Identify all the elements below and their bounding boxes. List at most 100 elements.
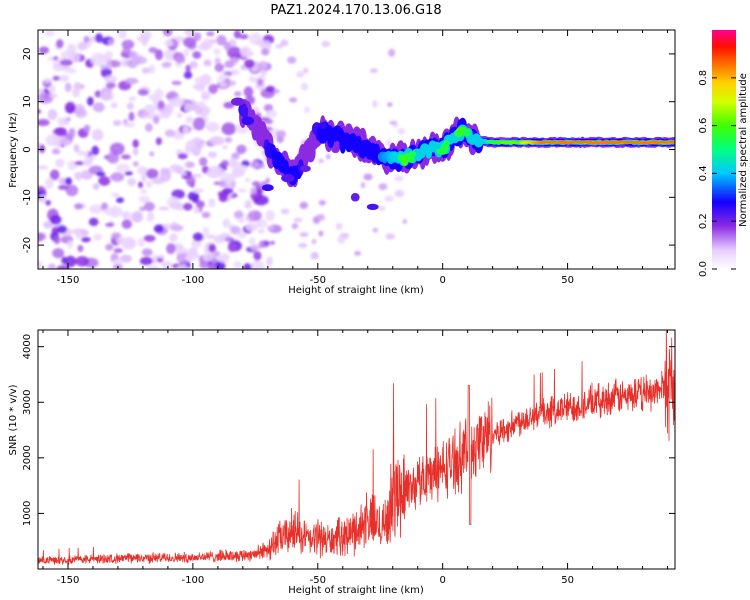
noise-blob <box>335 222 343 231</box>
noise-blob <box>59 74 70 82</box>
noise-blob <box>230 226 241 235</box>
noise-blob <box>139 206 146 212</box>
noise-blob <box>200 73 212 86</box>
noise-blob <box>220 160 230 167</box>
noise-blob <box>280 39 289 47</box>
noise-blob <box>142 114 153 119</box>
noise-blob <box>105 243 114 251</box>
noise-blob <box>155 137 163 146</box>
noise-blob <box>49 93 58 98</box>
noise-blob <box>197 101 206 109</box>
noise-blob <box>182 202 193 211</box>
noise-blob <box>51 148 61 155</box>
noise-blob <box>249 187 257 195</box>
noise-blob <box>145 181 153 188</box>
noise-blob <box>243 86 254 98</box>
noise-blob <box>75 230 83 240</box>
noise-blob <box>116 197 124 204</box>
noise-blob <box>196 141 205 149</box>
colorbar-gradient <box>712 30 736 269</box>
noise-blob <box>92 183 100 190</box>
noise-blob <box>316 213 325 221</box>
noise-blob <box>372 227 379 233</box>
snr-x-tick-label: 50 <box>561 575 574 586</box>
noise-blob <box>251 181 261 187</box>
noise-blob <box>237 231 247 239</box>
noise-blob <box>265 209 275 222</box>
noise-blob <box>138 195 151 204</box>
snr-x-tick-label: -150 <box>57 575 80 586</box>
noise-blob <box>299 232 309 237</box>
noise-blob <box>148 64 156 75</box>
noise-blob <box>257 229 265 234</box>
noise-blob <box>202 227 210 235</box>
noise-blob <box>91 145 100 156</box>
noise-blob <box>141 248 153 257</box>
noise-blob <box>141 172 147 183</box>
noise-blob <box>147 211 155 220</box>
noise-blob <box>238 33 249 40</box>
noise-blob <box>194 76 203 84</box>
noise-blob <box>188 247 198 254</box>
noise-blob <box>384 195 394 202</box>
noise-blob <box>193 32 202 41</box>
noise-blob <box>147 265 160 269</box>
noise-blob <box>89 204 103 214</box>
noise-blob <box>213 48 221 55</box>
noise-blob <box>238 165 248 172</box>
noise-blob <box>253 251 262 261</box>
noise-blob <box>139 256 153 266</box>
noise-blob <box>171 80 182 86</box>
snr-frame <box>37 329 676 570</box>
noise-blob <box>185 116 195 124</box>
snr-y-tick-label: 2000 <box>22 445 33 470</box>
snr-y-ticks: 1000 2000 3000 4000 <box>22 334 675 526</box>
noise-blob <box>216 34 227 46</box>
noise-blob <box>99 90 112 101</box>
noise-blob <box>128 96 137 102</box>
noise-blob <box>388 48 396 57</box>
noise-blob <box>121 211 128 220</box>
noise-blob <box>232 261 242 269</box>
noise-blob <box>126 102 134 110</box>
spectrogram-ridge <box>230 97 675 211</box>
noise-blob <box>354 250 361 256</box>
ridge-cell <box>241 116 255 126</box>
noise-blob <box>263 104 274 112</box>
noise-blob <box>163 39 174 47</box>
noise-blob <box>191 195 200 204</box>
snr-y-tick-label: 1000 <box>22 501 33 526</box>
snr-x-tick-label: 0 <box>439 575 445 586</box>
noise-blob <box>397 128 406 135</box>
noise-blob <box>56 39 64 49</box>
noise-blob <box>223 41 231 51</box>
noise-blob <box>243 263 252 269</box>
snr-y-label: SNR (10 * v/v) <box>8 384 19 455</box>
noise-blob <box>144 123 153 132</box>
noise-blob <box>291 223 299 230</box>
noise-blob <box>56 265 70 269</box>
spectrogram-y-ticks: -20 -10 0 10 20 <box>22 48 675 253</box>
noise-blob <box>137 237 145 247</box>
colorbar-label: Normalized spectral amplitude <box>738 73 749 227</box>
noise-blob <box>208 198 216 208</box>
noise-blob <box>38 109 41 114</box>
noise-blob <box>186 176 196 187</box>
noise-blob <box>208 83 218 94</box>
noise-blob <box>203 38 213 46</box>
spectrogram-y-tick-label: -10 <box>22 189 33 205</box>
noise-blob <box>170 224 184 232</box>
noise-blob <box>144 104 155 114</box>
noise-blob <box>192 83 206 90</box>
noise-blob <box>128 111 135 122</box>
noise-blob <box>224 136 233 144</box>
noise-blob <box>269 241 276 245</box>
noise-blob <box>47 109 58 121</box>
snr-panel: -150 -100 -50 0 50 1000 2000 3000 4000 Height o… <box>8 329 676 596</box>
noise-blob <box>67 240 74 249</box>
noise-blob <box>245 177 251 183</box>
noise-blob <box>160 169 172 182</box>
noise-blob <box>124 171 133 176</box>
noise-blob <box>237 188 247 193</box>
